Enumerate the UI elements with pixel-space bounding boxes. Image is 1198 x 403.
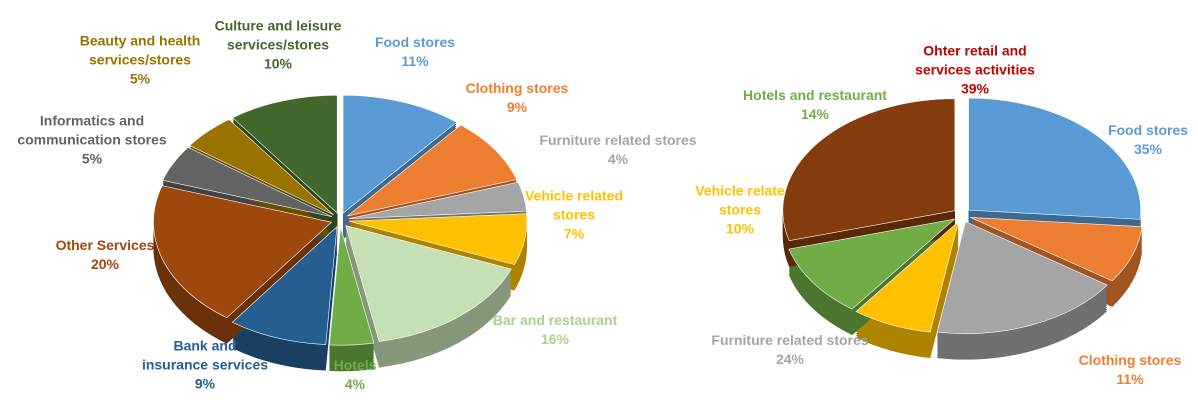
data-label: Hotels and restaurant 14% [730, 86, 900, 124]
slice [189, 119, 334, 216]
data-label: Bar and restaurant 16% [475, 311, 635, 349]
data-label: Vehicle relate stores 10% [685, 182, 795, 239]
slice [345, 225, 512, 342]
category-label: Clothing stores [1078, 352, 1182, 368]
data-label: Other Services 20% [45, 236, 165, 274]
data-label: Food stores 11% [355, 33, 475, 71]
category-label: Hotels [333, 357, 377, 373]
value-label: 9% [194, 375, 216, 392]
data-label: Food stores 35% [1093, 121, 1198, 159]
category-label: Hotels and restaurant [743, 87, 887, 103]
slice [342, 94, 458, 214]
slice [162, 147, 333, 218]
value-label: 4% [344, 376, 366, 392]
category-label: Furniture related stores [539, 132, 697, 148]
slice [347, 124, 518, 217]
category-label: Food stores [374, 34, 456, 50]
value-label: 7% [563, 225, 585, 242]
category-label: Ohter retail and services activities [915, 42, 1035, 78]
category-label: Clothing stores [465, 80, 569, 96]
value-label: 10% [725, 220, 755, 237]
value-label: 4% [607, 151, 629, 167]
category-label: Beauty and health services/stores [79, 32, 201, 68]
category-label: Informatics and communication stores [17, 112, 167, 148]
slice [855, 220, 960, 333]
data-label: Informatics and communication stores 5% [2, 112, 182, 169]
category-label: Vehicle relate stores [695, 182, 785, 218]
data-label: Bank and insurance services 9% [140, 337, 270, 394]
value-label: 11% [401, 53, 429, 69]
slice [348, 213, 528, 265]
value-label: 16% [540, 331, 570, 347]
value-label: 5% [81, 150, 103, 167]
category-label: Furniture related stores [711, 332, 869, 348]
category-label: Bar and restaurant [492, 312, 618, 328]
slice [968, 97, 1141, 220]
slice [231, 226, 338, 345]
slice [153, 185, 333, 319]
slice [936, 221, 1108, 334]
data-label: Ohter retail and services activities 39% [900, 42, 1050, 99]
value-label: 20% [90, 256, 120, 272]
data-label: Clothing stores 11% [1065, 351, 1195, 389]
data-label: Furniture related stores 24% [690, 331, 890, 369]
data-label: Hotels 4% [315, 356, 395, 394]
data-label: Clothing stores 9% [452, 79, 582, 117]
category-label: Other Services [55, 237, 155, 253]
value-label: 5% [129, 70, 151, 87]
data-label: Furniture related stores 4% [523, 131, 713, 169]
value-label: 11% [1116, 371, 1144, 387]
category-label: Culture and leisure services/stores [214, 17, 342, 53]
value-label: 10% [263, 55, 293, 72]
category-label: Food stores [1107, 122, 1189, 138]
slice [788, 218, 956, 310]
slice [329, 227, 375, 346]
value-label: 39% [960, 80, 990, 97]
value-label: 24% [775, 351, 805, 367]
slice [970, 217, 1143, 282]
data-label: Beauty and health services/stores 5% [70, 32, 210, 89]
slice [348, 181, 527, 219]
category-label: Bank and insurance services [141, 337, 269, 373]
value-label: 9% [506, 99, 528, 115]
value-label: 14% [800, 106, 830, 122]
slice [782, 98, 956, 242]
data-label: Culture and leisure services/stores 10% [198, 17, 358, 74]
data-label: Vehicle related stores 7% [519, 187, 629, 244]
value-label: 35% [1133, 141, 1163, 157]
category-label: Vehicle related stores [524, 187, 624, 223]
slice [232, 94, 338, 214]
